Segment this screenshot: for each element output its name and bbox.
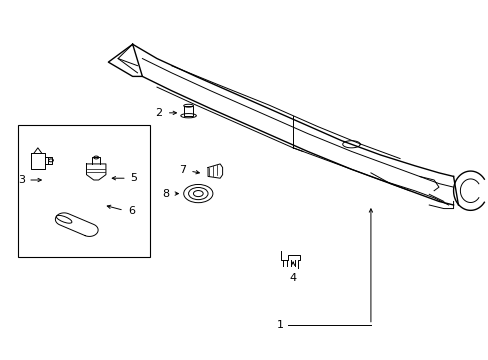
Text: 5: 5: [130, 173, 137, 183]
Text: 4: 4: [289, 273, 296, 283]
Text: 1: 1: [276, 320, 283, 330]
Text: 2: 2: [154, 108, 162, 118]
Bar: [19, 125, 149, 257]
Text: 7: 7: [179, 165, 186, 175]
Text: 8: 8: [162, 189, 169, 199]
Text: 6: 6: [127, 206, 135, 216]
Bar: [183, 106, 193, 116]
Text: 3: 3: [18, 175, 25, 185]
